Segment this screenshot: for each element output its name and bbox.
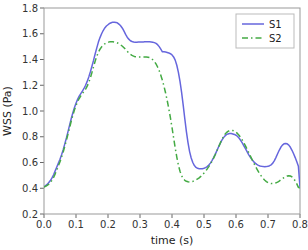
y-tick-label: 0.2 — [22, 209, 38, 220]
y-tick-label: 1.8 — [22, 3, 38, 14]
x-tick — [172, 214, 173, 218]
y-tick-label: 1.0 — [22, 106, 38, 117]
y-tick — [40, 85, 44, 86]
x-tick — [268, 214, 269, 218]
y-tick — [40, 214, 44, 215]
x-tick — [140, 214, 141, 218]
x-tick-label: 0.8 — [292, 219, 308, 230]
x-tick-label: 0.6 — [228, 219, 244, 230]
y-tick-label: 1.6 — [22, 28, 38, 39]
series-line — [44, 42, 300, 189]
y-tick — [40, 8, 44, 9]
x-tick — [44, 214, 45, 218]
x-tick-label: 0.7 — [260, 219, 276, 230]
y-tick — [40, 162, 44, 163]
legend-label: S1 — [269, 19, 282, 30]
x-tick-label: 0.1 — [68, 219, 84, 230]
y-tick-label: 0.8 — [22, 131, 38, 142]
x-tick — [300, 214, 301, 218]
y-axis-label: WSS (Pa) — [1, 86, 14, 136]
plot-frame — [44, 8, 300, 214]
y-tick — [40, 136, 44, 137]
legend-swatch — [242, 23, 264, 25]
x-tick — [108, 214, 109, 218]
x-tick-label: 0.4 — [164, 219, 180, 230]
legend-box — [236, 14, 294, 48]
x-tick — [236, 214, 237, 218]
chart: 0.0 0.1 0.2 0.3 0.4 0.5 0.6 0.7 0.8 0.2 0.4 0.6 0.8 1… — [0, 0, 308, 250]
y-tick — [40, 59, 44, 60]
legend-label: S2 — [269, 33, 282, 44]
y-tick — [40, 33, 44, 34]
y-tick — [40, 111, 44, 112]
y-tick-label: 0.4 — [22, 183, 38, 194]
y-tick-label: 1.2 — [22, 80, 38, 91]
axes: 0.0 0.1 0.2 0.3 0.4 0.5 0.6 0.7 0.8 0.2 0.4 0.6 0.8 1… — [22, 3, 308, 231]
x-tick — [76, 214, 77, 218]
x-axis-label: time (s) — [151, 234, 194, 247]
x-tick-label: 0.2 — [100, 219, 116, 230]
x-tick-label: 0.3 — [132, 219, 148, 230]
legend-swatch — [242, 37, 264, 39]
y-tick — [40, 188, 44, 189]
x-tick-label: 0.5 — [196, 219, 212, 230]
x-tick — [204, 214, 205, 218]
y-tick-label: 0.6 — [22, 157, 38, 168]
legend: S1S2 — [236, 14, 294, 48]
y-tick-label: 1.4 — [22, 54, 38, 65]
x-tick-label: 0.0 — [36, 219, 52, 230]
